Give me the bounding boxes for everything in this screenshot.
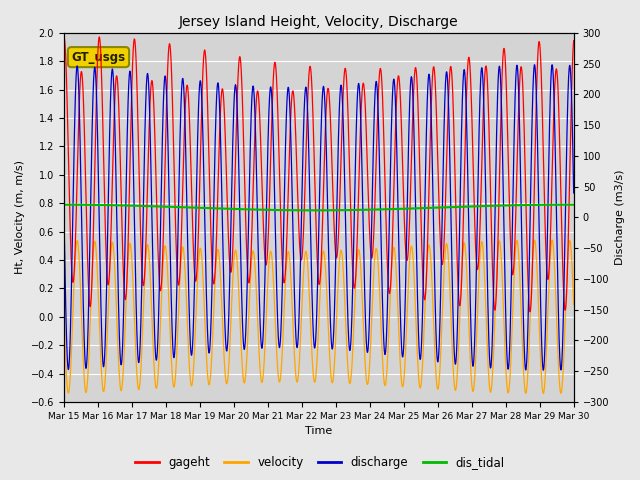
Text: GT_usgs: GT_usgs: [72, 50, 125, 64]
Y-axis label: Ht, Velocity (m, m/s): Ht, Velocity (m, m/s): [15, 160, 25, 275]
Legend: gageht, velocity, discharge, dis_tidal: gageht, velocity, discharge, dis_tidal: [131, 452, 509, 474]
X-axis label: Time: Time: [305, 426, 332, 436]
Title: Jersey Island Height, Velocity, Discharge: Jersey Island Height, Velocity, Discharg…: [179, 15, 458, 29]
Y-axis label: Discharge (m3/s): Discharge (m3/s): [615, 170, 625, 265]
